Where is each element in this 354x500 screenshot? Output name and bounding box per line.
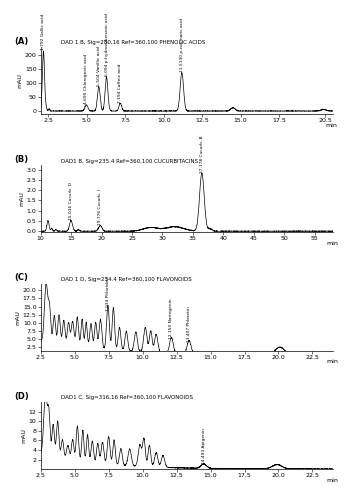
Text: 12.150 Naringenin: 12.150 Naringenin xyxy=(170,298,173,340)
Y-axis label: mAU: mAU xyxy=(15,310,20,324)
Text: 7.034 Phloridzin: 7.034 Phloridzin xyxy=(106,276,110,311)
Text: (C): (C) xyxy=(15,274,28,282)
Text: 6.094 p-hydroxybenzoic acid: 6.094 p-hydroxybenzoic acid xyxy=(104,14,109,76)
Y-axis label: mAU: mAU xyxy=(21,428,26,443)
Y-axis label: mAU: mAU xyxy=(19,192,24,206)
Text: min: min xyxy=(326,478,338,483)
Text: 11.5130 p-coumaric acid: 11.5130 p-coumaric acid xyxy=(180,18,184,72)
Text: DAD 1 D, Sig=254.4 Ref=360,100 FLAVONOIDS: DAD 1 D, Sig=254.4 Ref=360,100 FLAVONOID… xyxy=(61,277,192,282)
Text: min: min xyxy=(325,122,337,128)
Text: DAD1 B, Sig=235.4 Ref=360,100 CUCURBITACINS: DAD1 B, Sig=235.4 Ref=360,100 CUCURBITAC… xyxy=(61,158,198,164)
Text: 19.776 Cucurb. I: 19.776 Cucurb. I xyxy=(98,189,102,225)
Text: 37.178 Cucurb. B: 37.178 Cucurb. B xyxy=(200,135,204,172)
Text: 14.493 Apigenin: 14.493 Apigenin xyxy=(202,428,206,464)
Text: min: min xyxy=(327,241,339,246)
Text: DAD 1 B, Sig=280,16 Ref=360,100 PHENOLIC ACIDS: DAD 1 B, Sig=280,16 Ref=360,100 PHENOLIC… xyxy=(61,40,206,45)
Text: 7.194 Caffeic acid: 7.194 Caffeic acid xyxy=(118,63,122,102)
Text: (D): (D) xyxy=(15,392,29,401)
Text: 5.504 Vanillic acid: 5.504 Vanillic acid xyxy=(97,46,101,86)
Text: min: min xyxy=(326,360,338,364)
Text: DAD1 C, Sig=316,16 Ref=360,100 FLAVONOIDS: DAD1 C, Sig=316,16 Ref=360,100 FLAVONOID… xyxy=(61,396,193,400)
Text: 13.407 Phloretin: 13.407 Phloretin xyxy=(187,306,191,342)
Text: (A): (A) xyxy=(15,36,29,46)
Text: (B): (B) xyxy=(15,155,29,164)
Text: 4.695 Chlorogenic acid: 4.695 Chlorogenic acid xyxy=(84,54,88,104)
Text: 15.016 Cucurb. D: 15.016 Cucurb. D xyxy=(69,182,73,220)
Y-axis label: mAU: mAU xyxy=(17,73,22,88)
Text: 1.792 Gallic acid: 1.792 Gallic acid xyxy=(41,14,45,51)
